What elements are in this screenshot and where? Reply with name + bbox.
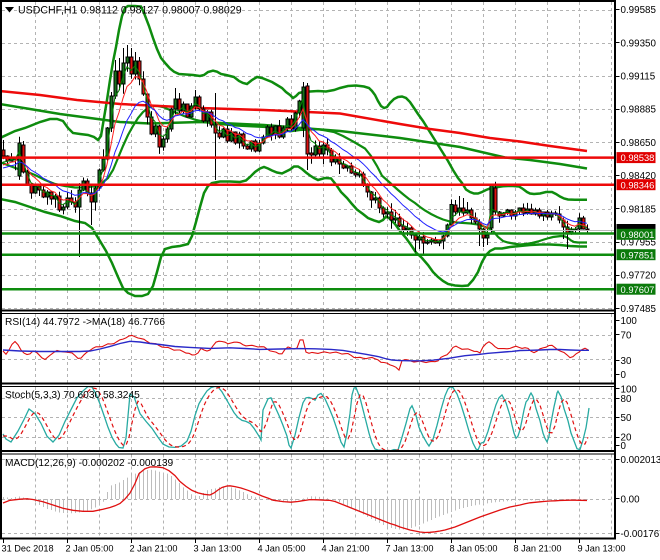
svg-text:0.98538: 0.98538 <box>621 152 655 163</box>
svg-text:80: 80 <box>621 394 632 405</box>
svg-text:8 Jan 05:00: 8 Jan 05:00 <box>450 544 498 554</box>
svg-text:4 Jan 21:00: 4 Jan 21:00 <box>322 544 370 554</box>
svg-text:0.00: 0.00 <box>621 494 641 505</box>
svg-text:50: 50 <box>621 413 632 424</box>
svg-text:20: 20 <box>621 433 632 444</box>
svg-text:0.98420: 0.98420 <box>621 171 657 182</box>
svg-text:0.97955: 0.97955 <box>621 238 657 249</box>
svg-text:9 Jan 13:00: 9 Jan 13:00 <box>578 544 626 554</box>
svg-text:0.97607: 0.97607 <box>621 284 655 295</box>
svg-text:0.97720: 0.97720 <box>621 271 657 282</box>
svg-text:0.99585: 0.99585 <box>621 5 657 16</box>
svg-text:100: 100 <box>621 316 638 327</box>
svg-text:-0.001767: -0.001767 <box>621 529 660 540</box>
svg-text:8 Jan 21:00: 8 Jan 21:00 <box>514 544 562 554</box>
svg-text:2 Jan 21:00: 2 Jan 21:00 <box>130 544 178 554</box>
svg-text:0.98650: 0.98650 <box>621 138 657 149</box>
svg-text:4 Jan 05:00: 4 Jan 05:00 <box>258 544 306 554</box>
svg-text:Stoch(5,3,3) 70.6030 58.3245: Stoch(5,3,3) 70.6030 58.3245 <box>5 390 140 401</box>
svg-text:0.98346: 0.98346 <box>621 179 655 190</box>
svg-text:MACD(12,26,9) -0.000202 -0.000: MACD(12,26,9) -0.000202 -0.000139 <box>5 458 174 469</box>
svg-text:0.99115: 0.99115 <box>621 72 656 83</box>
svg-text:0: 0 <box>621 441 627 452</box>
svg-text:2 Jan 05:00: 2 Jan 05:00 <box>66 544 114 554</box>
svg-text:RSI(14) 44.7972 ->MA(18) 46.7: RSI(14) 44.7972 ->MA(18) 46.7766 <box>5 317 165 328</box>
svg-text:0.97485: 0.97485 <box>621 304 657 315</box>
svg-text:31 Dec 2018: 31 Dec 2018 <box>2 544 54 554</box>
svg-text:0.98001: 0.98001 <box>621 229 655 240</box>
svg-text:USDCHF,H1 0.98112 0.98127 0.9: USDCHF,H1 0.98112 0.98127 0.98007 0.9802… <box>18 5 242 17</box>
svg-text:100: 100 <box>621 384 638 395</box>
svg-text:3 Jan 13:00: 3 Jan 13:00 <box>194 544 242 554</box>
svg-text:0.98885: 0.98885 <box>621 105 657 116</box>
svg-text:0.98185: 0.98185 <box>621 204 657 215</box>
svg-text:0.99350: 0.99350 <box>621 38 657 49</box>
svg-text:0.97851: 0.97851 <box>621 249 655 260</box>
svg-text:30: 30 <box>621 356 632 367</box>
svg-text:0.002013: 0.002013 <box>621 455 660 466</box>
svg-text:0: 0 <box>621 370 627 381</box>
svg-text:7 Jan 13:00: 7 Jan 13:00 <box>386 544 434 554</box>
svg-text:70: 70 <box>621 330 632 341</box>
